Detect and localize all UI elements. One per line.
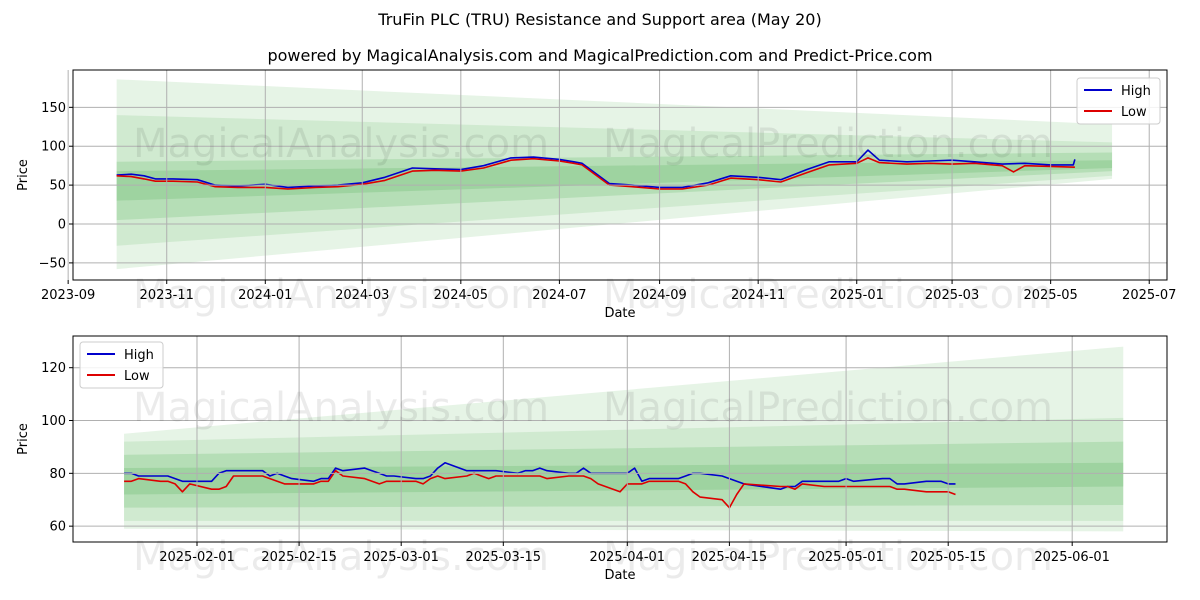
x-tick-label: 2025-03-01 (363, 550, 439, 565)
watermark-left-2: MagicalAnalysis.com (133, 534, 549, 580)
x-tick-label: 2023-09 (41, 288, 95, 303)
series-high-line (124, 462, 956, 490)
x-tick-label: 2025-03-15 (466, 550, 542, 565)
panel-2: 2025-02-01 2025-02-15 2025-03-01 2025-03-15… (16, 335, 1168, 583)
band-3 (124, 441, 1124, 508)
band-1 (124, 346, 1124, 532)
x-tick-label: 2024-09 (632, 288, 686, 303)
watermark-right-2: MagicalPrediction.com (603, 534, 1053, 580)
watermark-right: MagicalPrediction.com (603, 121, 1053, 167)
y-tick-label: 100 (41, 140, 66, 155)
x-tick-label: 2023-11 (140, 288, 194, 303)
x-tick-label: 2025-01 (830, 288, 884, 303)
y-tick-label: 100 (41, 414, 66, 429)
axes-frame (72, 335, 1168, 543)
band-2 (124, 417, 1124, 521)
watermark-right-2: MagicalPrediction.com (603, 272, 1053, 318)
x-tick-label: 2025-05-01 (808, 550, 884, 565)
x-tick-label: 2024-03 (335, 288, 389, 303)
series-low-line (116, 157, 1075, 190)
y-axis-label: Price (16, 423, 31, 455)
x-tick-label: 2024-05 (434, 288, 488, 303)
x-tick-label: 2025-05-15 (910, 550, 986, 565)
watermark-left: MagicalAnalysis.com (133, 385, 549, 431)
plot-area (124, 346, 1124, 532)
x-axis-label: Date (604, 568, 635, 583)
series-low-line (124, 469, 956, 509)
watermark-right: MagicalPrediction.com (603, 385, 1053, 431)
axes-frame (72, 69, 1168, 281)
legend: High Low (79, 341, 164, 389)
x-tick-label: 2025-07 (1122, 288, 1176, 303)
panel-1: 2023-09 2023-11 2024-01 2024-03 2024-05 2024-… (16, 69, 1176, 321)
watermark-left: MagicalAnalysis.com (133, 121, 549, 167)
x-axis-label: Date (604, 306, 635, 321)
x-tick-label: 2025-06-01 (1034, 550, 1110, 565)
x-tick-label: 2025-02-15 (261, 550, 337, 565)
y-axis-label: Price (16, 159, 31, 191)
band-1 (116, 79, 1113, 270)
x-tick-label: 2025-05 (1023, 288, 1077, 303)
legend-label-high: High (124, 348, 154, 363)
legend-label-high: High (1121, 84, 1151, 99)
legend-label-low: Low (1121, 105, 1147, 120)
legend-label-low: Low (124, 369, 150, 384)
band-3 (116, 152, 1113, 221)
x-tick-label: 2024-11 (731, 288, 785, 303)
watermark-left-2: MagicalAnalysis.com (133, 272, 549, 318)
y-tick-label: −50 (39, 256, 66, 271)
y-tick-label: 120 (41, 361, 66, 376)
y-tick-label: 80 (49, 467, 66, 482)
chart-subtitle: powered by MagicalAnalysis.com and Magic… (267, 46, 933, 65)
chart-title: TruFin PLC (TRU) Resistance and Support … (378, 10, 822, 29)
y-tick-label: 60 (49, 520, 66, 535)
legend: High Low (1076, 77, 1161, 125)
x-tick-label: 2024-07 (532, 288, 586, 303)
band-2 (116, 115, 1113, 246)
plot-area (116, 79, 1113, 270)
x-tick-label: 2025-04-01 (590, 550, 666, 565)
x-tick-label: 2025-02-01 (159, 550, 235, 565)
y-tick-label: 50 (49, 179, 66, 194)
x-tick-label: 2024-01 (238, 288, 292, 303)
band-4 (116, 160, 1113, 201)
y-tick-label: 0 (58, 218, 66, 233)
x-tick-label: 2025-03 (925, 288, 979, 303)
x-tick-label: 2025-04-15 (692, 550, 768, 565)
y-tick-label: 150 (41, 101, 66, 116)
